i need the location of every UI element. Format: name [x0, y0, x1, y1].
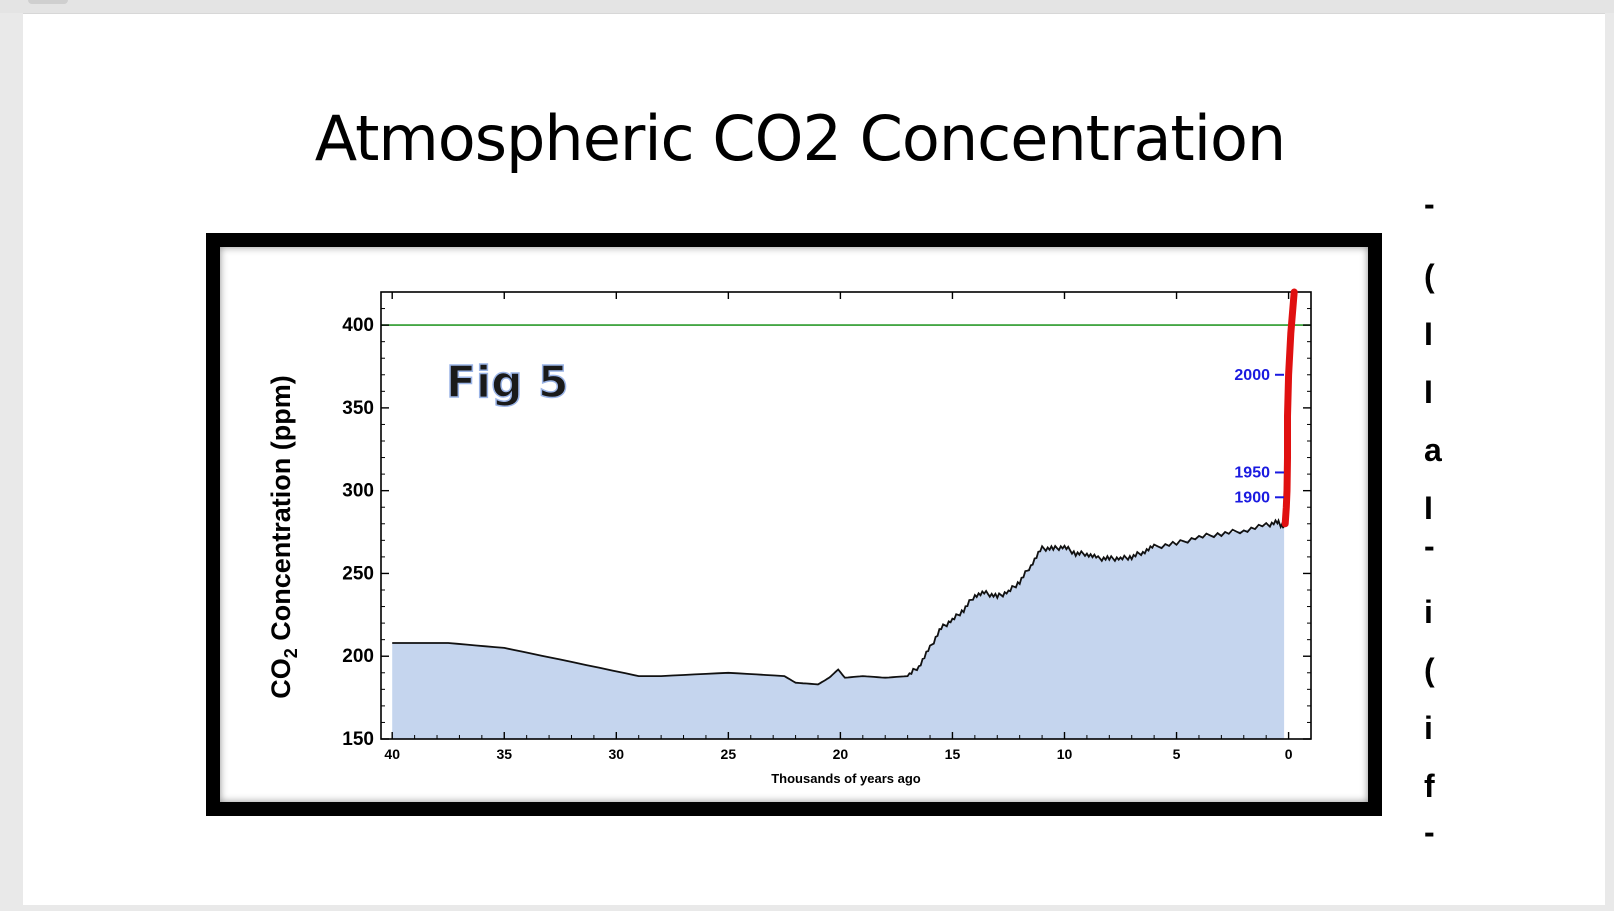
y-axis-label-rest: Concentration (ppm) [266, 375, 296, 648]
plot-frame [380, 291, 1312, 740]
y-tick-label: 200 [342, 646, 374, 667]
side-glyph: I [1424, 490, 1433, 526]
figure-frame: 40 35 30 25 20 15 10 5 0 150 200 250 300 350 400 Thousa… [206, 233, 1382, 816]
year-marker-label: 2000 [1234, 367, 1270, 384]
side-glyph: i [1424, 594, 1433, 630]
x-tick-label: 15 [945, 746, 961, 762]
x-tick-label: 0 [1285, 746, 1293, 762]
x-tick-label: 5 [1173, 746, 1181, 762]
y-tick-label: 350 [342, 398, 374, 419]
y-axis-label-co: CO [266, 658, 296, 699]
modern-co2-spike [1281, 288, 1298, 528]
side-glyph: I [1424, 374, 1433, 410]
x-axis-label: Thousands of years ago [771, 771, 921, 786]
window-tab[interactable] [28, 0, 68, 4]
slide-title: Atmospheric CO2 Concentration [314, 102, 1286, 175]
year-marker-label: 1950 [1234, 464, 1270, 481]
figure-annotation: Fig 5 [446, 357, 569, 408]
side-glyph: - [1424, 814, 1435, 850]
co2-record-line [392, 518, 1285, 686]
x-tick-label: 10 [1057, 746, 1073, 762]
y-tick-label: 150 [342, 729, 374, 750]
side-glyph: I [1424, 316, 1433, 352]
side-glyph: - [1424, 186, 1435, 222]
co2-chart: 40 35 30 25 20 15 10 5 0 150 200 250 300 350 400 Thousa… [266, 288, 1312, 786]
window-top-strip [0, 0, 1614, 13]
y-axis-label: CO2 Concentration (ppm) [266, 375, 301, 699]
side-glyph: a [1424, 432, 1442, 468]
co2-area-fill [392, 522, 1285, 739]
x-tick-label: 20 [833, 746, 849, 762]
side-glyph: i [1424, 710, 1433, 746]
y-tick-label: 300 [342, 481, 374, 502]
year-marker-label: 1900 [1234, 489, 1270, 506]
x-tick-label: 35 [496, 746, 512, 762]
y-tick-label: 400 [342, 315, 374, 336]
figure-canvas: 40 35 30 25 20 15 10 5 0 150 200 250 300 350 400 Thousa… [220, 247, 1368, 802]
side-glyph: ( [1424, 652, 1435, 688]
side-glyph: ( [1424, 258, 1435, 294]
y-tick-label: 250 [342, 563, 374, 584]
side-glyph: - [1424, 528, 1435, 564]
side-glyph: f [1424, 768, 1435, 804]
x-tick-label: 30 [609, 746, 625, 762]
y-axis-label-sub: 2 [281, 648, 301, 658]
x-tick-label: 25 [721, 746, 737, 762]
x-tick-label: 40 [384, 746, 400, 762]
